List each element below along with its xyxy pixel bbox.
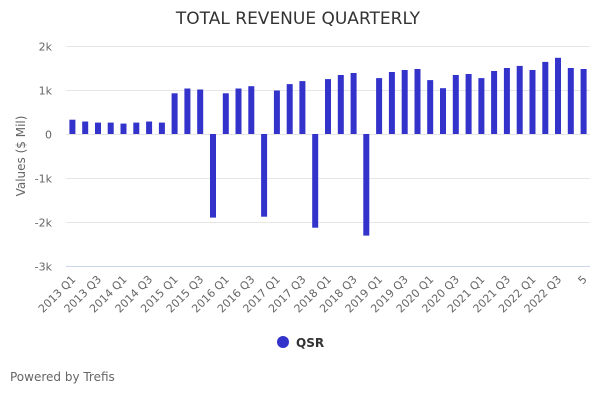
- bar[interactable]: [555, 57, 561, 134]
- y-tick-label: -1k: [35, 173, 53, 186]
- bar[interactable]: [376, 78, 383, 134]
- credits-link[interactable]: Powered by Trefis: [10, 370, 115, 384]
- bar[interactable]: [171, 93, 178, 134]
- bar[interactable]: [567, 68, 574, 134]
- bar[interactable]: [107, 122, 114, 134]
- bar[interactable]: [465, 74, 472, 134]
- bar[interactable]: [516, 65, 523, 134]
- x-tick-label: 5: [576, 273, 590, 287]
- legend-label-qsr[interactable]: QSR: [296, 336, 324, 350]
- bar[interactable]: [491, 71, 498, 134]
- bar[interactable]: [503, 68, 510, 134]
- bar[interactable]: [95, 122, 101, 134]
- y-tick-label: -2k: [35, 217, 53, 230]
- chart-title: TOTAL REVENUE QUARTERLY: [175, 9, 421, 29]
- y-tick-label: 2k: [39, 41, 53, 54]
- bar[interactable]: [363, 134, 370, 236]
- y-axis-label: Values ($ Mil): [14, 116, 28, 197]
- gridlines: [66, 46, 590, 267]
- y-tick-label: 0: [45, 129, 52, 142]
- bar[interactable]: [286, 84, 293, 134]
- y-axis-ticks: 2k 1k 0 -1k -2k -3k: [35, 41, 53, 274]
- bar[interactable]: [542, 61, 549, 134]
- bar[interactable]: [261, 134, 268, 217]
- bar[interactable]: [248, 86, 255, 134]
- bar[interactable]: [414, 69, 421, 134]
- bar[interactable]: [350, 73, 357, 134]
- bar[interactable]: [401, 70, 408, 134]
- bar[interactable]: [529, 70, 536, 134]
- bar[interactable]: [273, 90, 280, 135]
- bar[interactable]: [120, 123, 127, 134]
- bar[interactable]: [158, 122, 165, 134]
- bar[interactable]: [184, 88, 191, 135]
- bar[interactable]: [133, 122, 140, 134]
- bars-series-qsr: [69, 57, 587, 236]
- bar[interactable]: [197, 89, 204, 135]
- bar[interactable]: [337, 75, 344, 134]
- y-tick-label: 1k: [39, 85, 53, 98]
- bar[interactable]: [299, 81, 306, 134]
- bar[interactable]: [478, 78, 485, 134]
- bar[interactable]: [580, 69, 587, 134]
- legend-marker-qsr[interactable]: [277, 336, 289, 348]
- bar[interactable]: [146, 121, 153, 135]
- bar[interactable]: [452, 75, 459, 134]
- bar[interactable]: [312, 134, 319, 228]
- bar[interactable]: [325, 79, 331, 134]
- y-tick-label: -3k: [35, 261, 53, 274]
- bar[interactable]: [222, 93, 229, 134]
- bar[interactable]: [82, 121, 89, 135]
- legend[interactable]: QSR: [277, 336, 324, 350]
- bar[interactable]: [388, 72, 395, 134]
- bar[interactable]: [69, 119, 76, 134]
- bar[interactable]: [210, 134, 216, 218]
- bar[interactable]: [440, 88, 446, 134]
- bar[interactable]: [427, 80, 434, 134]
- bar[interactable]: [235, 88, 242, 135]
